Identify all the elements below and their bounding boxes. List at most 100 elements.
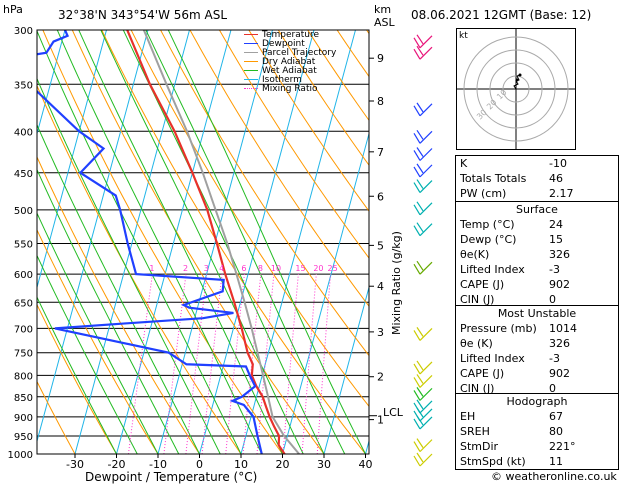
wind-barb [413,438,433,453]
most-unstable-label: CAPE (J) [460,367,505,380]
legend-swatch [244,70,258,71]
hodograph-label: StmDir [460,440,499,453]
wind-barb-shaft [419,439,433,453]
surface-title: Surface [516,203,558,216]
wet-adiabat-line [37,123,200,454]
wind-barb [413,452,433,467]
plot-frame [36,29,370,455]
mixing-ratio-label: 20 [313,264,323,273]
wind-barb-flag [416,387,424,397]
wind-barb-flag [413,363,421,375]
wind-barb [413,147,433,161]
x-tick-label: 30 [317,458,331,471]
mixing-ratio-label: 10 [271,264,281,273]
most-unstable-row: Lifted Index -3 [456,351,618,366]
km-tick-label: 1 [377,414,384,427]
hodograph-ring-10 [502,75,530,103]
dry-adiabat-line [189,30,369,308]
legend-label: Parcel Trajectory [262,48,337,58]
most-unstable-label: Pressure (mb) [460,322,537,335]
mixing-ratio-line [163,274,187,454]
wind-barb [413,260,433,275]
km-tick-label: 5 [377,239,384,252]
legend-swatch [244,52,258,53]
wind-barb-flag [416,438,424,448]
surface-value: 24 [549,218,563,231]
km-tick-label: 3 [377,326,384,339]
surface-value: 326 [549,248,570,261]
most-unstable-value: 1014 [549,322,577,335]
surface-row: Lifted Index -3 [456,262,618,277]
wind-barb-flag [416,201,424,212]
wind-barb [413,374,433,388]
wind-barb-flag [413,150,421,161]
x-tick-label: 40 [359,458,373,471]
legend-item: Isotherm [244,76,336,85]
legend-label: Isotherm [262,75,302,85]
isotherm-line [282,131,369,454]
indices-row-k: K -10 [456,156,618,171]
surface-row: Temp (°C) 24 [456,217,618,232]
hodograph-point [518,73,522,77]
hodograph-label: StmSpd (kt) [460,455,526,468]
wind-barb-flag [416,407,424,418]
most-unstable-value: 326 [549,337,570,350]
dry-adiabat-line [160,30,369,357]
hodograph-row: StmDir 221° [456,439,618,454]
dry-adiabat-line [37,303,117,454]
indices-label: Totals Totals [460,172,527,185]
mixing-ratio-line [301,274,317,454]
wind-barb [413,102,433,117]
legend-item: Parcel Trajectory [244,49,336,58]
wet-adiabat-line [100,30,304,454]
wind-barb [413,179,433,193]
mixing-ratio-label: 3 [204,264,209,273]
wind-barb-flag [413,37,421,49]
legend-swatch [244,43,258,44]
wind-barb-flag [413,441,421,452]
legend-swatch [244,88,258,89]
x-tick-label: 20 [276,458,290,471]
legend-item: Wet Adiabat [244,67,336,76]
lcl-label: LCL [383,406,403,419]
wind-barb [413,129,433,144]
most-unstable-row: CIN (J) 0 [456,381,618,396]
asl-label: ASL [374,16,395,29]
x-tick-label: -30 [66,458,84,471]
surface-value: 902 [549,278,570,291]
pressure-tick-label: 900 [14,413,33,424]
wind-barb-flag [416,374,424,384]
profile-dewpoint [37,30,263,454]
wind-barb-flag [413,105,421,117]
pressure-tick-label: 1000 [8,450,33,461]
surface-row: CIN (J) 0 [456,292,618,307]
wind-barb-flag [413,204,421,216]
legend-swatch [244,61,258,62]
wind-barb-flag [413,133,421,144]
most-unstable-label: Lifted Index [460,352,525,365]
surface-row: Dewp (°C) 15 [456,232,618,247]
pressure-tick-label: 750 [14,349,33,360]
wet-adiabat-line [37,30,242,454]
wind-barb [413,163,433,178]
isotherm-line [157,30,273,454]
hodograph-row: SREH 80 [456,424,618,439]
km-tick-label: 2 [377,371,384,384]
wet-adiabat-line [167,30,366,454]
most-unstable-row: Pressure (mb) 1014 [456,321,618,336]
hodograph-label: EH [460,410,476,423]
most-unstable-row: CAPE (J) 902 [456,366,618,381]
indices-value: 46 [549,172,563,185]
pressure-tick-label: 950 [14,432,33,443]
legend-swatch [244,79,258,80]
pressure-tick-label: 350 [14,80,33,91]
legend-label: Wet Adiabat [262,66,317,76]
wind-barb-flag [416,45,424,56]
mixing-ratio-line [127,274,153,454]
wind-barb-shaft [419,261,433,275]
most-unstable-table: Most Unstable Pressure (mb) 1014 θe (K) 32… [455,305,619,397]
hodograph-value: 11 [549,455,563,468]
mixing-ratio-label: 8 [258,264,263,273]
legend-label: Mixing Ratio [262,84,318,94]
km-tick-label: 4 [377,280,384,293]
